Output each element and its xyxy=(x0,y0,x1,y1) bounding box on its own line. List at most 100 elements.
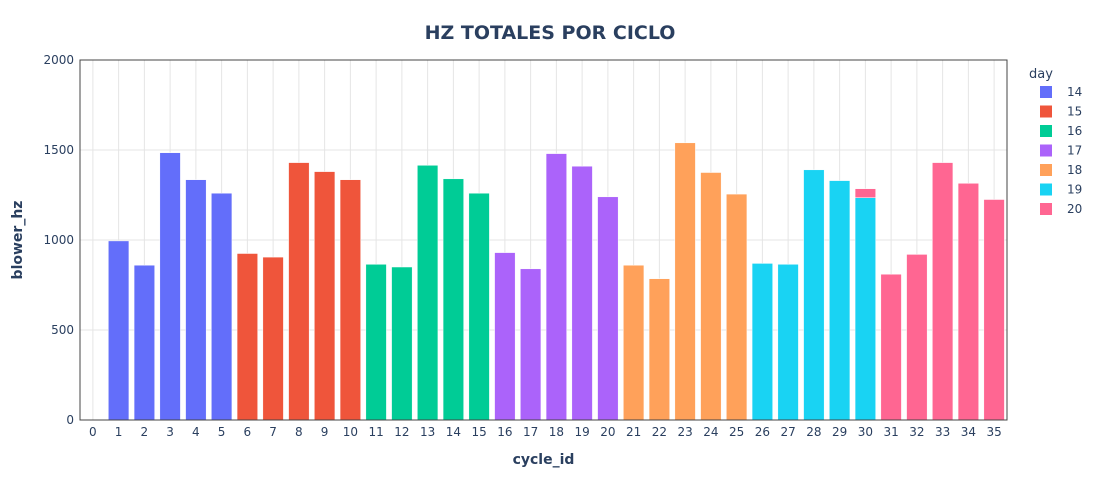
legend-item-14[interactable]: 14 xyxy=(1040,85,1082,99)
legend-swatch xyxy=(1040,105,1052,118)
x-tick-label: 26 xyxy=(755,425,770,439)
x-tick-label: 1 xyxy=(115,425,123,439)
bar-day-20-cycle-30[interactable] xyxy=(854,188,876,198)
x-tick-label: 14 xyxy=(446,425,461,439)
x-tick-label: 8 xyxy=(295,425,303,439)
x-tick-label: 33 xyxy=(935,425,950,439)
bar-day-19-cycle-30[interactable] xyxy=(854,197,876,421)
x-tick-label: 27 xyxy=(780,425,795,439)
bar-day-18-cycle-21[interactable] xyxy=(623,264,645,421)
x-tick-label: 9 xyxy=(321,425,329,439)
x-tick-label: 12 xyxy=(394,425,409,439)
legend-items: 14 15 16 17 18 19 20 xyxy=(1040,85,1082,216)
x-tick-label: 25 xyxy=(729,425,744,439)
x-tick-label: 18 xyxy=(549,425,564,439)
bar-day-16-cycle-13[interactable] xyxy=(417,165,439,421)
x-tick-label: 32 xyxy=(909,425,924,439)
x-tick-label: 13 xyxy=(420,425,435,439)
legend-item-18[interactable]: 18 xyxy=(1040,163,1082,177)
x-tick-label: 7 xyxy=(269,425,277,439)
legend-item-15[interactable]: 15 xyxy=(1040,105,1082,119)
legend-swatch xyxy=(1040,86,1052,98)
legend-swatch xyxy=(1040,125,1052,137)
bar-day-17-cycle-19[interactable] xyxy=(571,165,593,421)
legend: day 14 15 16 17 18 19 20 xyxy=(1029,67,1082,216)
x-tick-label: 24 xyxy=(703,425,718,439)
bar-day-15-cycle-9[interactable] xyxy=(314,171,336,421)
y-tick-label: 1500 xyxy=(43,143,74,157)
legend-item-17[interactable]: 17 xyxy=(1040,144,1082,158)
x-tick-label: 6 xyxy=(244,425,252,439)
bar-day-16-cycle-12[interactable] xyxy=(391,266,413,421)
x-tick-label: 34 xyxy=(961,425,976,439)
bar-day-14-cycle-2[interactable] xyxy=(133,264,155,421)
legend-swatch xyxy=(1040,183,1052,196)
legend-label: 14 xyxy=(1067,85,1082,99)
bar-day-19-cycle-26[interactable] xyxy=(751,263,773,421)
x-tick-label: 11 xyxy=(368,425,383,439)
bar-day-14-cycle-5[interactable] xyxy=(211,192,233,421)
x-tick-label: 0 xyxy=(89,425,97,439)
legend-label: 20 xyxy=(1067,202,1082,216)
bar-day-15-cycle-10[interactable] xyxy=(339,179,361,421)
bar-day-19-cycle-29[interactable] xyxy=(829,180,851,421)
legend-item-19[interactable]: 19 xyxy=(1040,183,1082,197)
y-tick-label: 2000 xyxy=(43,53,74,67)
x-tick-label: 16 xyxy=(497,425,512,439)
bar-day-15-cycle-7[interactable] xyxy=(262,256,284,421)
bar-day-18-cycle-23[interactable] xyxy=(674,142,696,421)
x-tick-label: 17 xyxy=(523,425,538,439)
bar-day-20-cycle-32[interactable] xyxy=(906,254,928,421)
x-tick-label: 29 xyxy=(832,425,847,439)
bar-day-20-cycle-31[interactable] xyxy=(880,273,902,421)
bar-day-15-cycle-8[interactable] xyxy=(288,162,310,421)
bar-day-19-cycle-28[interactable] xyxy=(803,169,825,421)
y-tick-label: 500 xyxy=(51,323,74,337)
bar-day-19-cycle-27[interactable] xyxy=(777,264,799,421)
bar-day-17-cycle-17[interactable] xyxy=(520,268,542,421)
x-tick-label: 21 xyxy=(626,425,641,439)
legend-item-20[interactable]: 20 xyxy=(1040,202,1082,216)
bar-day-20-cycle-35[interactable] xyxy=(983,199,1005,421)
x-tick-label: 3 xyxy=(166,425,174,439)
x-tick-label: 30 xyxy=(858,425,873,439)
legend-label: 16 xyxy=(1067,124,1082,138)
legend-swatch xyxy=(1040,144,1052,157)
y-tick-label: 1000 xyxy=(43,233,74,247)
bar-day-16-cycle-15[interactable] xyxy=(468,192,490,421)
legend-label: 17 xyxy=(1067,144,1082,158)
x-tick-label: 28 xyxy=(806,425,821,439)
x-tick-label: 22 xyxy=(652,425,667,439)
bar-day-16-cycle-11[interactable] xyxy=(365,264,387,421)
legend-swatch xyxy=(1040,203,1052,215)
bar-day-18-cycle-22[interactable] xyxy=(648,278,670,421)
x-tick-label: 31 xyxy=(883,425,898,439)
legend-label: 18 xyxy=(1067,163,1082,177)
bar-day-14-cycle-4[interactable] xyxy=(185,179,207,421)
x-tick-label: 35 xyxy=(986,425,1001,439)
bars-layer xyxy=(108,142,1005,421)
ticks-layer: 0 1 2 3 4 5 6 7 8 9 10 11 12 13 14 15 16 17 18 19 20 21 22 23 24… xyxy=(43,53,1001,439)
bar-day-17-cycle-20[interactable] xyxy=(597,196,619,421)
y-tick-label: 0 xyxy=(66,413,74,427)
x-tick-label: 15 xyxy=(471,425,486,439)
x-tick-label: 5 xyxy=(218,425,226,439)
bar-day-20-cycle-34[interactable] xyxy=(957,183,979,421)
bar-day-14-cycle-3[interactable] xyxy=(159,152,181,421)
x-tick-label: 20 xyxy=(600,425,615,439)
chart-title: HZ TOTALES POR CICLO xyxy=(425,22,676,44)
bar-day-14-cycle-1[interactable] xyxy=(108,240,130,421)
bar-day-17-cycle-18[interactable] xyxy=(545,153,567,421)
bar-day-17-cycle-16[interactable] xyxy=(494,252,516,421)
bar-day-15-cycle-6[interactable] xyxy=(236,253,258,421)
legend-item-16[interactable]: 16 xyxy=(1040,124,1082,138)
bar-day-18-cycle-24[interactable] xyxy=(700,172,722,421)
y-axis-title: blower_hz xyxy=(10,201,26,280)
x-tick-label: 2 xyxy=(141,425,149,439)
legend-label: 15 xyxy=(1067,105,1082,119)
bar-day-16-cycle-14[interactable] xyxy=(442,178,464,421)
bar-day-20-cycle-33[interactable] xyxy=(932,162,954,421)
bar-day-18-cycle-25[interactable] xyxy=(726,193,748,421)
